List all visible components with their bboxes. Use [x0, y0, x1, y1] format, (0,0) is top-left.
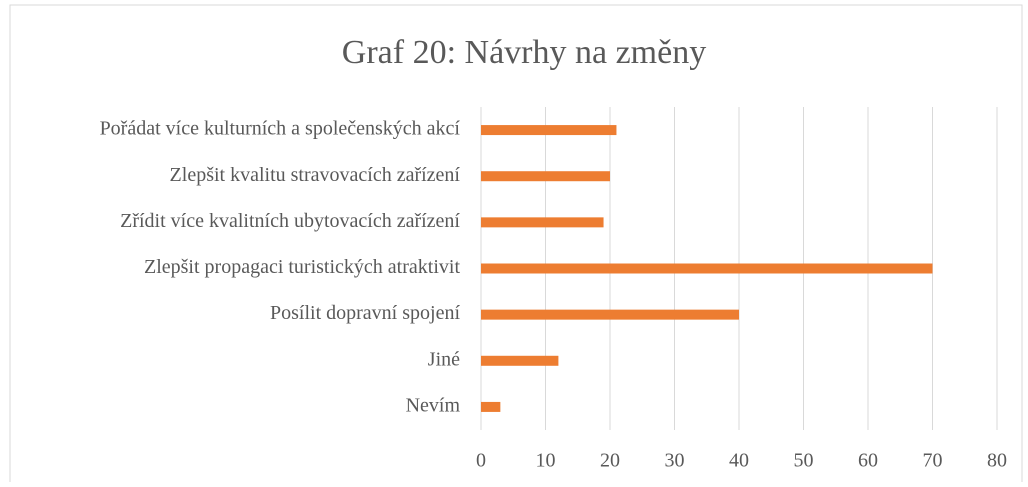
bar	[481, 171, 610, 182]
x-tick-label: 50	[794, 450, 814, 472]
chart-title: Graf 20: Návrhy na změny	[342, 34, 706, 71]
bar	[481, 263, 933, 274]
bar	[481, 217, 604, 228]
x-tick-label: 10	[536, 450, 556, 472]
y-tick-label: Zřídit více kvalitních ubytovacích zaříz…	[120, 210, 460, 232]
bar	[481, 401, 501, 412]
x-tick-label: 20	[600, 450, 620, 472]
bar	[481, 125, 617, 136]
x-tick-label: 80	[987, 450, 1007, 472]
y-tick-label: Zlepšit propagaci turistických atraktivi…	[144, 256, 460, 278]
x-tick-label: 30	[665, 450, 685, 472]
x-tick-label: 60	[858, 450, 878, 472]
bar	[481, 355, 559, 366]
y-tick-label: Jiné	[428, 348, 460, 370]
y-tick-label: Zlepšit kvalitu stravovacích zařízení	[170, 164, 461, 186]
bar	[481, 309, 739, 320]
y-tick-label: Pořádat více kulturních a společenských …	[100, 118, 461, 140]
x-tick-label: 70	[923, 450, 943, 472]
y-tick-label: Nevím	[406, 395, 461, 417]
chart-frame	[9, 4, 1023, 487]
y-tick-label: Posílit dopravní spojení	[270, 302, 460, 324]
x-tick-label: 40	[729, 450, 749, 472]
x-tick-label: 0	[476, 450, 486, 472]
